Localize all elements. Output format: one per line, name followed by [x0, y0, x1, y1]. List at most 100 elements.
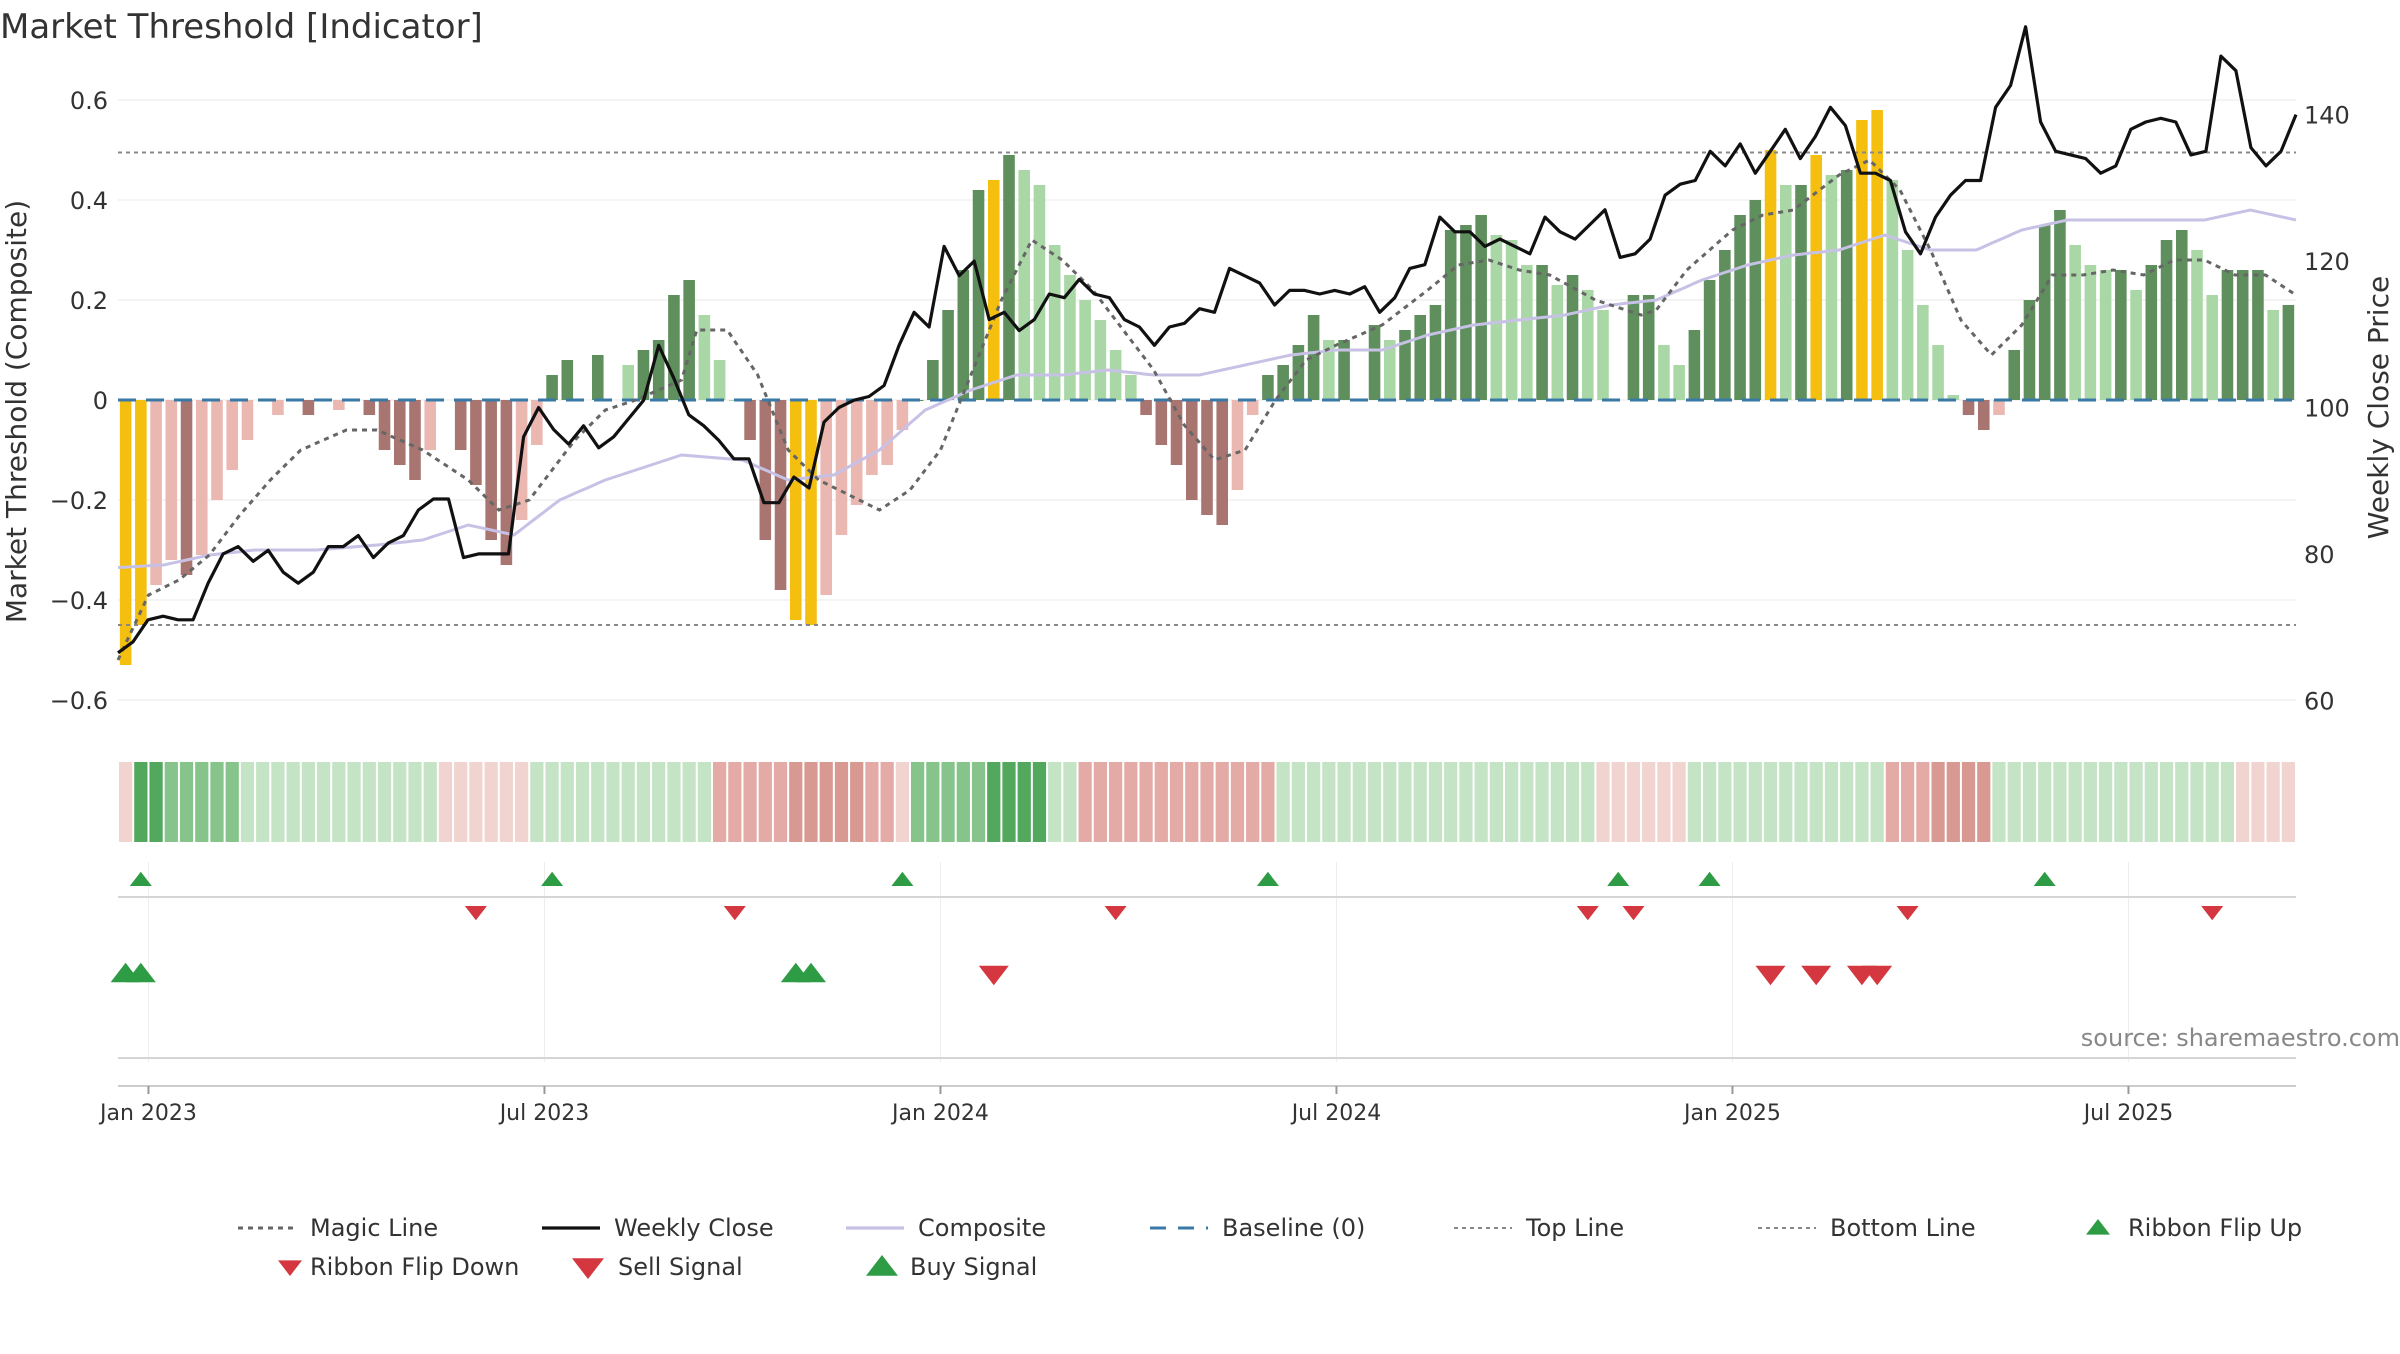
ribbon-cell: [1169, 762, 1184, 842]
composite-bar: [333, 400, 345, 410]
ribbon-cell: [256, 762, 270, 842]
ribbon-cell: [728, 762, 742, 842]
composite-bar: [1581, 290, 1594, 400]
composite-bar: [454, 400, 467, 450]
composite-bar: [1018, 170, 1031, 400]
composite-bar: [1399, 330, 1411, 400]
ribbon-cell: [1459, 762, 1473, 842]
ribbon-cell: [1611, 762, 1625, 842]
ribbon-flip-up-marker: [2033, 871, 2056, 886]
y-tick-label: 0.6: [70, 87, 108, 115]
composite-bar: [1749, 200, 1762, 400]
ribbon-cell: [454, 762, 468, 842]
magic-line: [116, 158, 2297, 661]
ribbon-cell: [149, 762, 163, 842]
ribbon-cell: [119, 762, 133, 842]
y-tick-label: −0.4: [50, 587, 108, 615]
ribbon-cell: [2068, 762, 2082, 842]
composite-bar: [1094, 320, 1107, 400]
composite-bar: [1764, 150, 1777, 400]
composite-bar: [135, 400, 147, 625]
ribbon-cell: [1703, 762, 1717, 842]
ribbon-cell: [1352, 762, 1366, 842]
legend-item: Top Line: [1454, 1214, 1624, 1242]
composite-bar: [1886, 180, 1899, 400]
ribbon-cell: [1139, 762, 1153, 842]
composite-bar: [957, 270, 970, 400]
ribbon-cell: [682, 762, 696, 842]
composite-bar: [1840, 170, 1853, 400]
ribbon-cell: [1520, 762, 1534, 842]
composite-bar: [1810, 155, 1823, 400]
ribbon-cell: [895, 762, 909, 842]
ribbon-cell: [1657, 762, 1671, 842]
composite-bar: [470, 400, 482, 485]
ribbon-cell: [1824, 762, 1839, 842]
ribbon-flip-down-marker: [1896, 906, 1919, 921]
composite-bar: [424, 400, 437, 450]
composite-bar: [1932, 345, 1944, 400]
ribbon-cell: [591, 762, 605, 842]
composite-bar: [1901, 250, 1914, 400]
legend-item: Buy Signal: [866, 1253, 1037, 1281]
ribbon-cell: [2236, 762, 2250, 842]
composite-bar: [1597, 310, 1609, 400]
buy-signal-marker: [125, 962, 156, 983]
legend-label: Baseline (0): [1222, 1214, 1365, 1242]
composite-bar: [2084, 265, 2097, 400]
legend-item: Ribbon Flip Down: [278, 1253, 519, 1281]
ribbon-cell: [1961, 762, 1976, 842]
ribbon-cell: [1230, 762, 1245, 842]
composite-bar: [1262, 375, 1274, 400]
ribbon-flip-up-marker: [129, 871, 152, 886]
x-tick-label: Jul 2024: [1290, 1101, 1382, 1126]
ribbon-cell: [164, 762, 178, 842]
composite-bar: [2236, 270, 2249, 400]
ribbon-cell: [1489, 762, 1503, 842]
composite-bar: [1125, 375, 1137, 400]
composite-bar: [150, 400, 162, 585]
ribbon-cell: [1078, 762, 1092, 842]
composite-bar: [1719, 250, 1731, 400]
composite-bar: [622, 365, 635, 400]
ribbon-cell: [1779, 762, 1793, 842]
legend-item: Bottom Line: [1758, 1214, 1976, 1242]
ribbon-flip-down-marker: [2201, 906, 2224, 921]
composite-bar: [789, 400, 802, 620]
ribbon-cell: [210, 762, 224, 842]
ribbon-cell: [1505, 762, 1519, 842]
ribbon-cell: [1946, 762, 1960, 842]
ribbon-cell: [1931, 762, 1945, 842]
composite-bar: [683, 280, 695, 400]
ribbon-cell: [2022, 762, 2037, 842]
legend-item: Ribbon Flip Up: [2086, 1214, 2302, 1242]
composite-bar: [637, 350, 650, 400]
composite-bar: [774, 400, 787, 590]
ribbon-cell: [1672, 762, 1686, 842]
legend-item: Baseline (0): [1150, 1214, 1365, 1242]
bars-layer: [119, 110, 2295, 665]
composite-bar: [2191, 250, 2203, 400]
ribbon-cell: [834, 762, 849, 842]
ribbon-cell: [1276, 762, 1290, 842]
ribbon-cell: [1322, 762, 1336, 842]
ribbon-cell: [865, 762, 879, 842]
ribbon-cell: [2099, 762, 2113, 842]
ribbon-cell: [575, 762, 590, 842]
ribbon-cell: [1261, 762, 1275, 842]
composite-bar: [1993, 400, 2005, 415]
weekly-close-line: [117, 25, 2298, 655]
ribbon-cell: [499, 762, 513, 842]
ribbon-cell: [1428, 762, 1443, 842]
ribbon-cell: [987, 762, 1001, 842]
ribbon-cell: [2053, 762, 2067, 842]
chart-title: Market Threshold [Indicator]: [0, 7, 483, 47]
composite-bar: [1703, 280, 1716, 400]
ribbon-cell: [1413, 762, 1427, 842]
composite-bar: [1658, 345, 1670, 400]
y-axis-label: Market Threshold (Composite): [0, 200, 33, 623]
composite-bar: [1825, 175, 1838, 400]
composite-bar: [896, 400, 909, 430]
ribbon-flip-down-marker: [1104, 906, 1127, 921]
